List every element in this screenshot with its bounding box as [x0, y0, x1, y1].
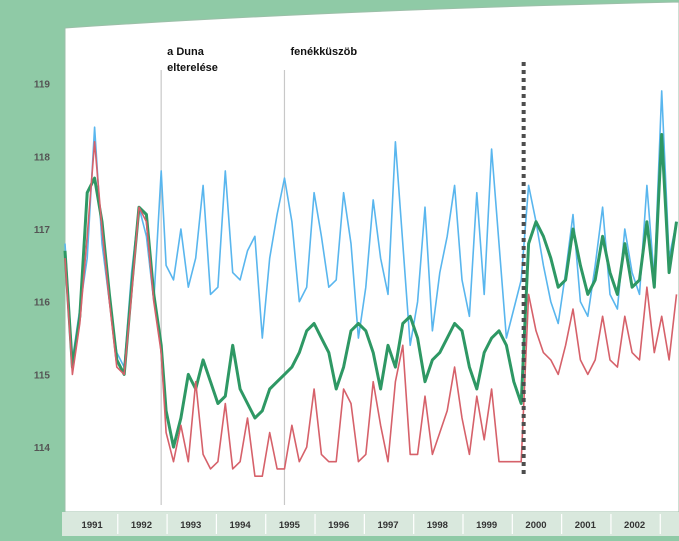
x-tick-label: 2000 [525, 520, 546, 531]
annotation-label: fenékküszöb [290, 46, 357, 58]
x-tick-label: 1998 [427, 520, 448, 531]
x-axis: 1991 1992 1993 1994 1995 1996 1997 1998 1999 2000… [82, 514, 661, 534]
y-tick-label: 117 [34, 225, 51, 236]
y-tick-label: 116 [34, 298, 51, 309]
y-tick-label: 119 [34, 80, 51, 91]
x-tick-label: 1995 [279, 520, 301, 531]
x-tick-label: 1992 [131, 520, 152, 531]
y-tick-label: 118 [34, 152, 51, 163]
x-axis-band [62, 512, 679, 536]
annotation-labels: a Duna elterelése fenékküszöb [167, 46, 357, 74]
y-axis: 119 118 117 116 115 114 [34, 80, 51, 454]
x-tick-label: 1997 [377, 520, 398, 531]
x-tick-label: 1994 [230, 520, 252, 531]
x-tick-label: 2001 [575, 520, 597, 531]
annotation-label: elterelése [167, 62, 218, 74]
series-layer [63, 90, 678, 477]
y-tick-label: 115 [34, 370, 51, 381]
series-line [64, 141, 678, 477]
y-tick-label: 114 [34, 443, 51, 454]
annotation-label: a Duna [167, 46, 205, 58]
x-tick-label: 1993 [180, 520, 201, 531]
x-tick-label: 1996 [328, 520, 349, 531]
x-tick-label: 1999 [476, 520, 497, 531]
series-line [63, 133, 678, 449]
x-tick-label: 1991 [82, 520, 104, 531]
x-tick-label: 2002 [624, 520, 645, 531]
annotation-lines [160, 70, 286, 505]
